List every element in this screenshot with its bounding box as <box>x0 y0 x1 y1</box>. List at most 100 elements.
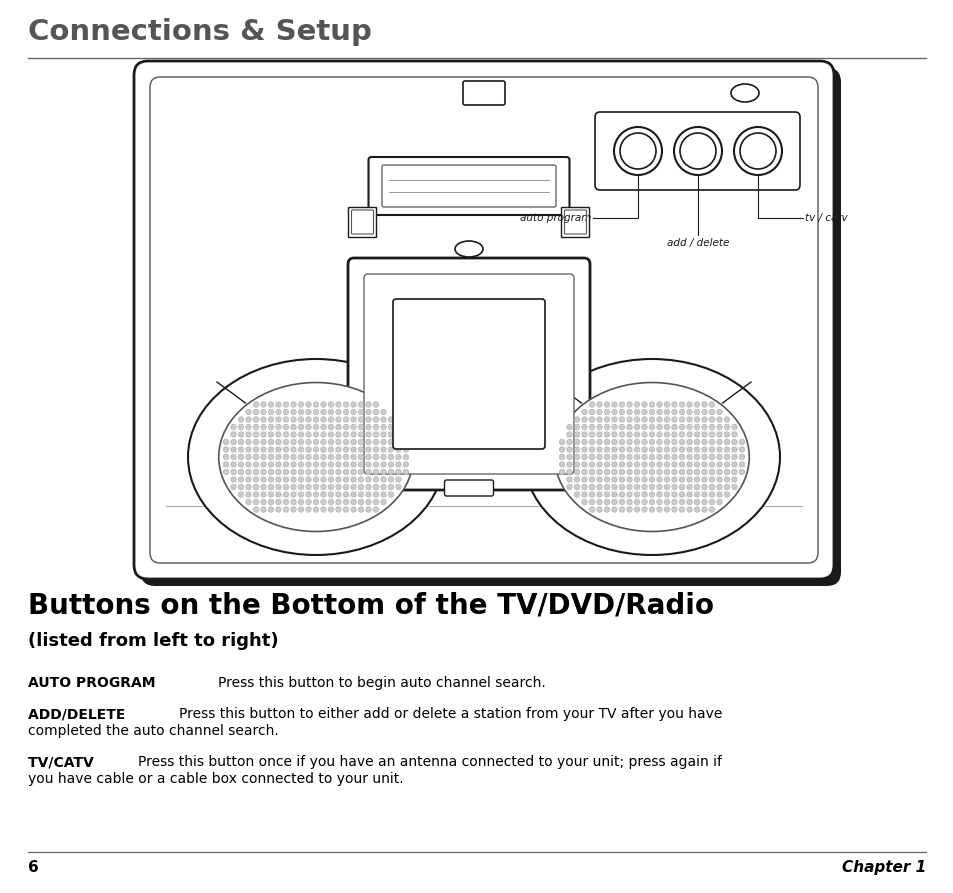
Circle shape <box>283 402 289 407</box>
Circle shape <box>253 484 258 489</box>
Circle shape <box>403 446 409 452</box>
Circle shape <box>253 492 258 497</box>
Circle shape <box>603 417 609 422</box>
Circle shape <box>626 439 632 445</box>
Circle shape <box>335 417 341 422</box>
Circle shape <box>373 439 378 445</box>
Circle shape <box>260 462 266 467</box>
Circle shape <box>395 469 401 475</box>
Circle shape <box>380 446 386 452</box>
Circle shape <box>603 439 609 445</box>
Circle shape <box>708 506 714 513</box>
Circle shape <box>603 492 609 497</box>
Circle shape <box>343 417 349 422</box>
Circle shape <box>694 424 700 430</box>
Circle shape <box>566 477 572 482</box>
Circle shape <box>268 439 274 445</box>
FancyBboxPatch shape <box>141 68 841 586</box>
Circle shape <box>291 455 296 460</box>
Circle shape <box>305 506 311 513</box>
Circle shape <box>708 492 714 497</box>
Circle shape <box>223 469 229 475</box>
Circle shape <box>260 492 266 497</box>
Circle shape <box>663 439 669 445</box>
Circle shape <box>574 477 579 482</box>
Circle shape <box>373 462 378 467</box>
Circle shape <box>589 484 594 489</box>
Circle shape <box>679 492 684 497</box>
Circle shape <box>656 446 661 452</box>
Circle shape <box>365 477 371 482</box>
Circle shape <box>694 431 700 438</box>
Circle shape <box>313 499 318 505</box>
Circle shape <box>365 402 371 407</box>
Circle shape <box>694 477 700 482</box>
Circle shape <box>313 409 318 415</box>
Circle shape <box>671 506 677 513</box>
Circle shape <box>283 409 289 415</box>
Circle shape <box>253 439 258 445</box>
Circle shape <box>380 455 386 460</box>
Circle shape <box>589 424 594 430</box>
Circle shape <box>733 127 781 175</box>
Circle shape <box>275 455 281 460</box>
FancyBboxPatch shape <box>381 165 556 207</box>
Circle shape <box>268 424 274 430</box>
Circle shape <box>238 439 244 445</box>
Circle shape <box>663 477 669 482</box>
Circle shape <box>671 424 677 430</box>
Circle shape <box>596 499 601 505</box>
Circle shape <box>649 462 654 467</box>
Circle shape <box>388 446 394 452</box>
FancyBboxPatch shape <box>133 61 833 579</box>
Circle shape <box>566 462 572 467</box>
Circle shape <box>298 469 303 475</box>
Circle shape <box>596 446 601 452</box>
Circle shape <box>275 402 281 407</box>
Circle shape <box>238 431 244 438</box>
Circle shape <box>357 431 363 438</box>
FancyBboxPatch shape <box>393 299 544 449</box>
Circle shape <box>589 431 594 438</box>
Circle shape <box>298 506 303 513</box>
Circle shape <box>671 409 677 415</box>
Circle shape <box>716 439 721 445</box>
Circle shape <box>716 417 721 422</box>
Circle shape <box>656 424 661 430</box>
Circle shape <box>260 417 266 422</box>
Circle shape <box>305 402 311 407</box>
Circle shape <box>305 492 311 497</box>
Circle shape <box>603 499 609 505</box>
Circle shape <box>641 402 647 407</box>
Circle shape <box>581 439 587 445</box>
Circle shape <box>313 431 318 438</box>
Circle shape <box>701 455 706 460</box>
Circle shape <box>641 417 647 422</box>
Circle shape <box>656 484 661 489</box>
Circle shape <box>313 417 318 422</box>
Circle shape <box>611 431 617 438</box>
Circle shape <box>611 499 617 505</box>
Circle shape <box>626 431 632 438</box>
Circle shape <box>731 455 737 460</box>
Circle shape <box>671 469 677 475</box>
Circle shape <box>634 484 639 489</box>
Circle shape <box>558 469 564 475</box>
Circle shape <box>373 402 378 407</box>
Circle shape <box>618 439 624 445</box>
Circle shape <box>305 484 311 489</box>
Circle shape <box>335 469 341 475</box>
Circle shape <box>716 455 721 460</box>
Circle shape <box>686 402 692 407</box>
Circle shape <box>260 506 266 513</box>
Circle shape <box>351 477 355 482</box>
Circle shape <box>357 446 363 452</box>
Text: Press this button to either add or delete a station from your TV after you have: Press this button to either add or delet… <box>178 707 721 721</box>
Circle shape <box>701 439 706 445</box>
Circle shape <box>260 439 266 445</box>
Circle shape <box>589 492 594 497</box>
Circle shape <box>739 446 744 452</box>
Circle shape <box>686 417 692 422</box>
Circle shape <box>679 477 684 482</box>
Circle shape <box>649 439 654 445</box>
